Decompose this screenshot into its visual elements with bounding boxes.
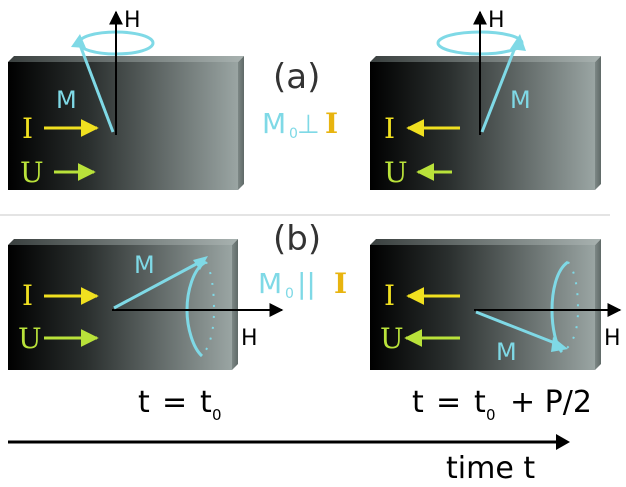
voltage-label-b-right: U [380, 322, 404, 355]
svg-text:=: = [436, 385, 461, 420]
magnetization-label-b-left: M [134, 251, 155, 279]
current-label-b-left: I [22, 279, 33, 312]
magnetization-arrowhead-b-left [193, 256, 208, 270]
magnetization-arrowhead-b-right [551, 337, 568, 352]
relation-b: M 0 || I [258, 267, 347, 302]
svg-text:0: 0 [289, 126, 298, 142]
svg-text:M: M [258, 267, 282, 300]
magnetization-vector-b-left [113, 260, 201, 310]
svg-text:M: M [262, 107, 286, 140]
voltage-label-b-left: U [18, 322, 42, 355]
field-label-a-left: H [124, 8, 141, 33]
magnetization-label-a-right: M [510, 86, 531, 114]
svg-text:0: 0 [285, 286, 294, 302]
magnetization-vector-a-right [480, 44, 518, 133]
svg-text:t: t [200, 385, 212, 420]
magnetization-arrowhead-a-right [510, 34, 526, 51]
panel-a-label: (a) [273, 57, 320, 97]
time-axis-label: time t [446, 451, 535, 486]
field-label-b-left: H [241, 326, 258, 351]
current-label-b-right: I [384, 279, 395, 312]
svg-text:t: t [474, 385, 486, 420]
time-label-t0: t = t 0 [138, 385, 222, 424]
current-label-a-left: I [22, 112, 33, 145]
panel-b-right-block [370, 239, 601, 370]
magnetization-vector-a-left [78, 44, 115, 133]
panel-b-label: (b) [273, 219, 321, 259]
magnetization-label-a-left: M [56, 86, 77, 114]
svg-text:t: t [412, 385, 424, 420]
precession-orbit-b-left-back [201, 261, 216, 357]
magnetization-vector-b-right [475, 310, 561, 347]
current-label-a-right: I [384, 112, 395, 145]
svg-text:+ P/2: + P/2 [510, 385, 592, 420]
voltage-label-a-right: U [384, 156, 408, 189]
field-label-b-right: H [604, 326, 621, 351]
panel-a-left-block [8, 56, 244, 190]
svg-text:0: 0 [212, 406, 222, 424]
time-axis-arrowhead [556, 434, 570, 450]
magnetization-label-b-right: M [496, 338, 517, 366]
field-label-a-right: H [488, 8, 505, 33]
svg-text:I: I [334, 267, 347, 300]
svg-text:=: = [162, 385, 187, 420]
relation-a: M 0 ⊥ I [262, 107, 338, 142]
voltage-label-a-left: U [20, 156, 44, 189]
svg-text:t: t [138, 385, 150, 420]
magnetization-arrowhead-a-left [71, 34, 86, 48]
precession-orbit-b-right-back [561, 261, 580, 353]
svg-text:I: I [325, 107, 338, 140]
svg-text:0: 0 [486, 406, 496, 424]
svg-text:||: || [297, 267, 316, 300]
time-label-t1: t = t 0 + P/2 [412, 385, 592, 424]
svg-text:⊥: ⊥ [297, 110, 320, 140]
